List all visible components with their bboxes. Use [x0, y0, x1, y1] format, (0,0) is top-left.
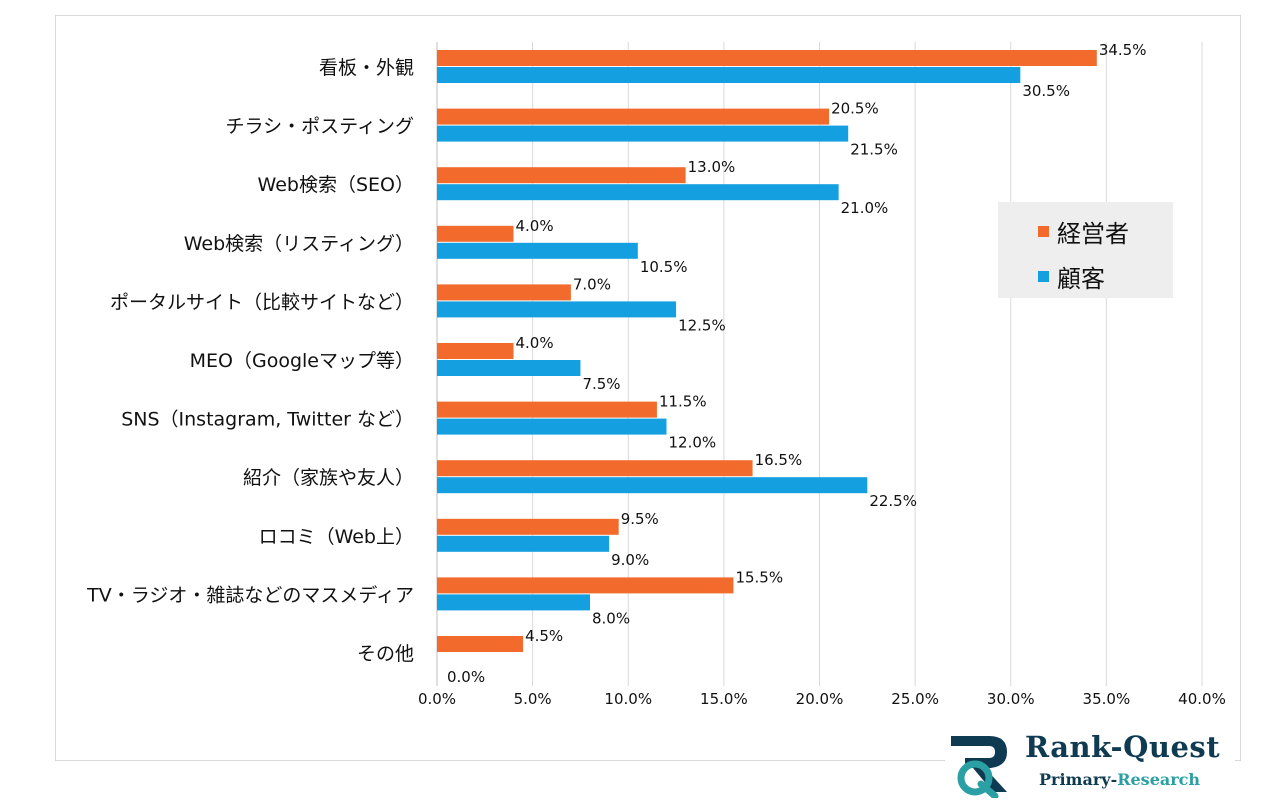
- category-label: MEO（Googleマップ等）: [190, 350, 414, 372]
- category-label: Web検索（SEO）: [258, 174, 414, 196]
- legend-swatch: [1038, 226, 1049, 237]
- logo-subtitle: Primary-Research: [1039, 770, 1200, 789]
- category-label: 紹介（家族や友人）: [243, 467, 414, 489]
- x-tick-label: 30.0%: [987, 690, 1035, 708]
- legend-item-series-1: 経営者: [1038, 214, 1129, 249]
- value-label: 4.0%: [516, 217, 554, 235]
- bar-series-2: [437, 418, 667, 435]
- bar-series-2: [437, 184, 839, 201]
- value-label: 20.5%: [831, 100, 879, 118]
- category-label: TV・ラジオ・雑誌などのマスメディア: [86, 584, 414, 606]
- logo-subtitle-accent: Research: [1117, 770, 1201, 789]
- bar-series-2: [437, 535, 610, 552]
- bar-series-1: [437, 167, 686, 184]
- value-label: 7.5%: [582, 375, 620, 393]
- x-tick-label: 5.0%: [514, 690, 552, 708]
- bar-series-2: [437, 477, 868, 494]
- legend-swatch: [1038, 271, 1049, 282]
- bar-series-2: [437, 67, 1021, 83]
- bar-series-2: [437, 301, 677, 318]
- value-label: 11.5%: [659, 393, 707, 411]
- category-label: SNS（Instagram, Twitter など）: [121, 409, 414, 431]
- brand-logo: Rank-Quest Primary-Research: [945, 728, 1235, 800]
- value-label: 21.5%: [850, 141, 898, 159]
- value-label: 7.0%: [573, 275, 611, 293]
- logo-title: Rank-Quest: [1025, 730, 1221, 764]
- bar-series-1: [437, 518, 619, 535]
- legend-label: 経営者: [1057, 220, 1129, 248]
- value-label: 21.0%: [841, 199, 889, 217]
- rank-quest-logo-icon: [951, 736, 1007, 798]
- bar-series-2: [437, 242, 638, 259]
- bar-series-1: [437, 284, 571, 301]
- value-label: 9.0%: [611, 551, 649, 569]
- value-label: 12.5%: [678, 316, 726, 334]
- bar-series-1: [437, 225, 514, 242]
- legend-label: 顧客: [1057, 265, 1105, 293]
- category-label: ポータルサイト（比較サイトなど）: [110, 291, 414, 313]
- bar-series-1: [437, 343, 514, 359]
- x-tick-label: 10.0%: [604, 690, 652, 708]
- value-label: 0.0%: [447, 668, 485, 686]
- value-label: 13.0%: [688, 158, 736, 176]
- value-label: 30.5%: [1022, 82, 1070, 100]
- value-label: 22.5%: [869, 492, 917, 510]
- x-tick-label: 0.0%: [418, 690, 456, 708]
- logo-subtitle-prefix: Primary-: [1039, 770, 1118, 789]
- bar-series-1: [437, 577, 734, 594]
- labels: 0.0% 5.0% 10.0% 15.0% 20.0% 25.0% 30.0% 35.0% 40…: [86, 41, 1226, 708]
- bar-series-1: [437, 108, 830, 125]
- category-label: 看板・外観: [319, 57, 414, 79]
- value-label: 15.5%: [735, 568, 783, 586]
- bar-series-2: [437, 594, 590, 611]
- bars: [437, 50, 1097, 652]
- value-label: 34.5%: [1099, 41, 1147, 59]
- x-tick-label: 35.0%: [1083, 690, 1131, 708]
- bar-series-2: [437, 125, 849, 142]
- value-label: 4.0%: [516, 334, 554, 352]
- bar-series-1: [437, 401, 657, 418]
- category-label: Web検索（リスティング）: [184, 233, 414, 255]
- value-label: 9.5%: [621, 510, 659, 528]
- category-label: ロコミ（Web上）: [259, 526, 414, 548]
- value-label: 4.5%: [525, 627, 563, 645]
- x-tick-label: 20.0%: [796, 690, 844, 708]
- bar-series-1: [437, 50, 1097, 66]
- legend-item-series-2: 顧客: [1038, 259, 1105, 294]
- x-tick-label: 25.0%: [891, 690, 939, 708]
- bar-series-1: [437, 460, 753, 477]
- category-label: その他: [357, 643, 414, 665]
- value-label: 8.0%: [592, 609, 630, 627]
- bar-series-1: [437, 636, 524, 652]
- bar-series-2: [437, 360, 581, 376]
- category-label: チラシ・ポスティング: [226, 116, 414, 138]
- x-tick-label: 40.0%: [1178, 690, 1226, 708]
- x-tick-label: 15.0%: [700, 690, 748, 708]
- value-label: 10.5%: [640, 258, 688, 276]
- value-label: 12.0%: [669, 434, 717, 452]
- value-label: 16.5%: [755, 451, 803, 469]
- legend: 経営者 顧客: [998, 202, 1173, 298]
